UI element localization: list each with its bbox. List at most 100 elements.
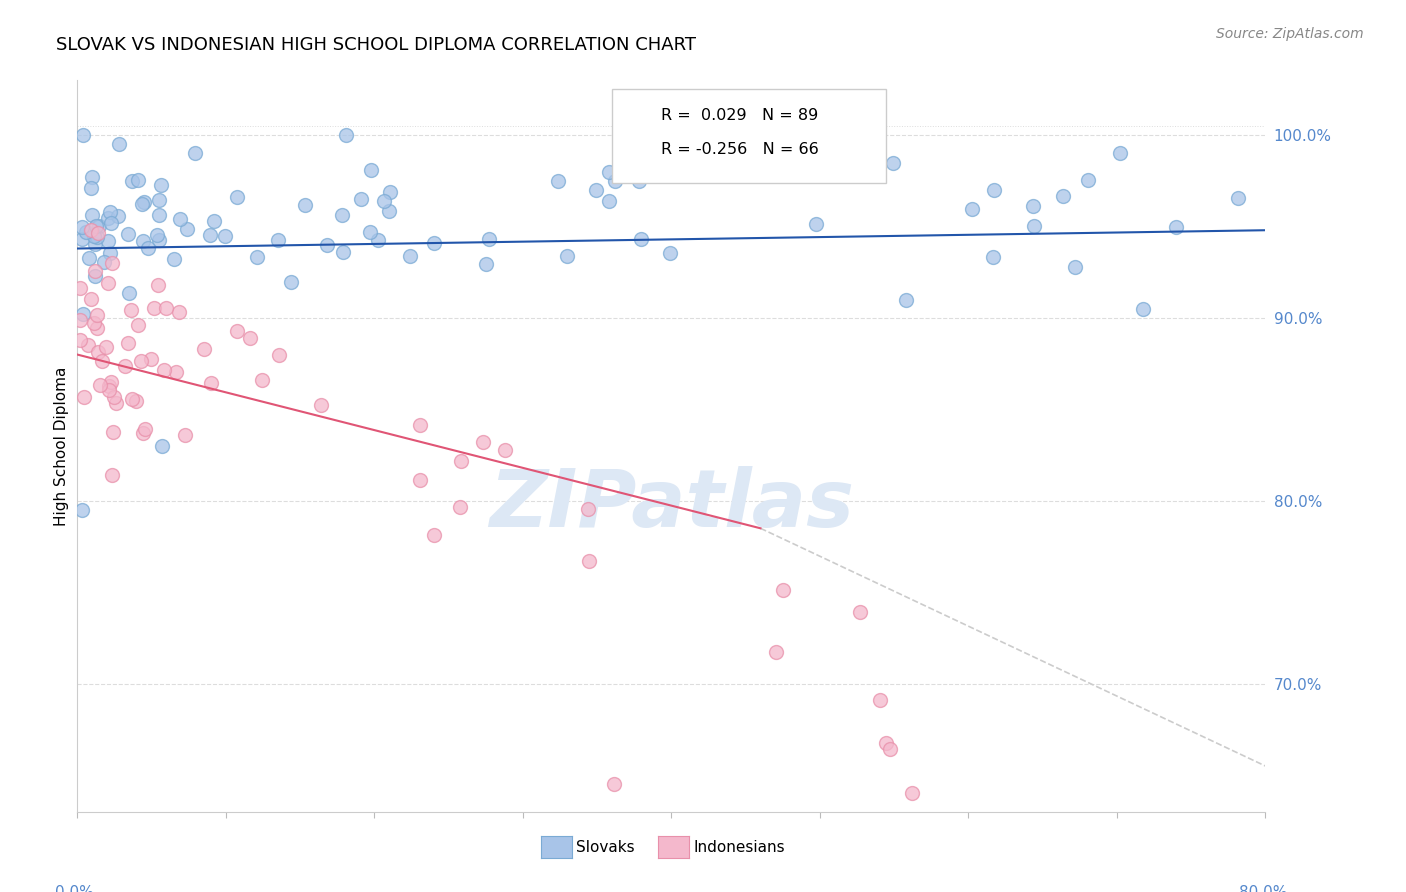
Point xyxy=(245,250,267,264)
Point xyxy=(77,251,100,265)
Point xyxy=(107,209,129,223)
Point xyxy=(127,318,149,332)
Point xyxy=(409,473,432,487)
Point xyxy=(422,528,444,542)
Point xyxy=(349,192,371,206)
Point xyxy=(576,502,599,516)
Point xyxy=(97,211,120,226)
Point xyxy=(869,693,891,707)
Point xyxy=(367,233,389,247)
Point xyxy=(83,316,105,330)
Point xyxy=(294,198,316,212)
Point xyxy=(804,217,827,231)
Point xyxy=(450,453,472,467)
Point xyxy=(101,256,124,270)
Point xyxy=(981,250,1004,264)
Point xyxy=(494,443,516,458)
Point xyxy=(200,376,222,390)
Point xyxy=(97,234,120,248)
Point xyxy=(124,394,146,409)
Point xyxy=(93,255,115,269)
Point xyxy=(1022,199,1045,213)
Point xyxy=(83,229,105,244)
Point xyxy=(129,353,152,368)
Point xyxy=(69,333,91,347)
Point xyxy=(585,183,607,197)
Point xyxy=(882,155,904,169)
Point xyxy=(86,229,108,244)
Point xyxy=(316,238,339,252)
Point xyxy=(960,202,983,216)
Point xyxy=(174,428,197,442)
Point xyxy=(628,174,651,188)
Point xyxy=(765,645,787,659)
Point xyxy=(879,742,901,756)
Point xyxy=(225,324,247,338)
Point xyxy=(148,194,170,208)
Point xyxy=(578,554,600,568)
Point xyxy=(70,220,93,235)
Point xyxy=(80,181,103,195)
Point xyxy=(311,399,333,413)
Point xyxy=(139,352,162,367)
Point xyxy=(87,219,110,233)
Point xyxy=(91,354,114,368)
Point xyxy=(373,194,395,209)
Point xyxy=(131,197,153,211)
Point xyxy=(101,425,124,439)
Point xyxy=(76,225,98,239)
Point xyxy=(359,225,381,239)
Point xyxy=(73,390,96,404)
Point xyxy=(146,227,169,242)
Point xyxy=(193,342,215,356)
Point xyxy=(267,234,290,248)
Point xyxy=(79,223,101,237)
Point xyxy=(214,229,236,244)
Point xyxy=(72,307,94,321)
Point xyxy=(86,345,108,359)
Point xyxy=(598,194,620,208)
Point xyxy=(1166,219,1188,234)
Text: Slovaks: Slovaks xyxy=(576,840,636,855)
Point xyxy=(146,277,169,292)
Point xyxy=(86,320,108,334)
Point xyxy=(82,170,104,185)
Point xyxy=(153,362,176,376)
Point xyxy=(148,208,170,222)
Point xyxy=(1064,260,1087,274)
Point xyxy=(77,338,100,352)
Text: ZIPatlas: ZIPatlas xyxy=(489,466,853,543)
Point xyxy=(1132,301,1154,316)
Point xyxy=(114,359,136,373)
Point xyxy=(478,231,501,245)
Point xyxy=(472,434,495,449)
Point xyxy=(983,183,1005,197)
Point xyxy=(70,503,93,517)
Point xyxy=(280,275,302,289)
Point xyxy=(84,219,107,234)
Point xyxy=(100,375,122,389)
Point xyxy=(117,336,139,351)
Point xyxy=(98,245,121,260)
Point xyxy=(97,383,120,397)
Point xyxy=(183,146,205,161)
Point xyxy=(1052,189,1074,203)
Point xyxy=(377,203,399,218)
Text: 80.0%: 80.0% xyxy=(1239,885,1288,892)
Point xyxy=(134,422,156,436)
Point xyxy=(121,174,143,188)
Point xyxy=(167,305,190,319)
Point xyxy=(82,209,104,223)
Point xyxy=(335,128,357,143)
Point xyxy=(72,128,94,143)
Point xyxy=(630,232,652,246)
Point xyxy=(1227,191,1250,205)
Point xyxy=(89,378,111,392)
Point xyxy=(155,301,177,315)
Point xyxy=(97,379,120,393)
Point xyxy=(423,235,446,250)
Text: 0.0%: 0.0% xyxy=(55,885,94,892)
Point xyxy=(69,313,91,327)
Point xyxy=(399,249,422,263)
Point xyxy=(267,348,290,362)
